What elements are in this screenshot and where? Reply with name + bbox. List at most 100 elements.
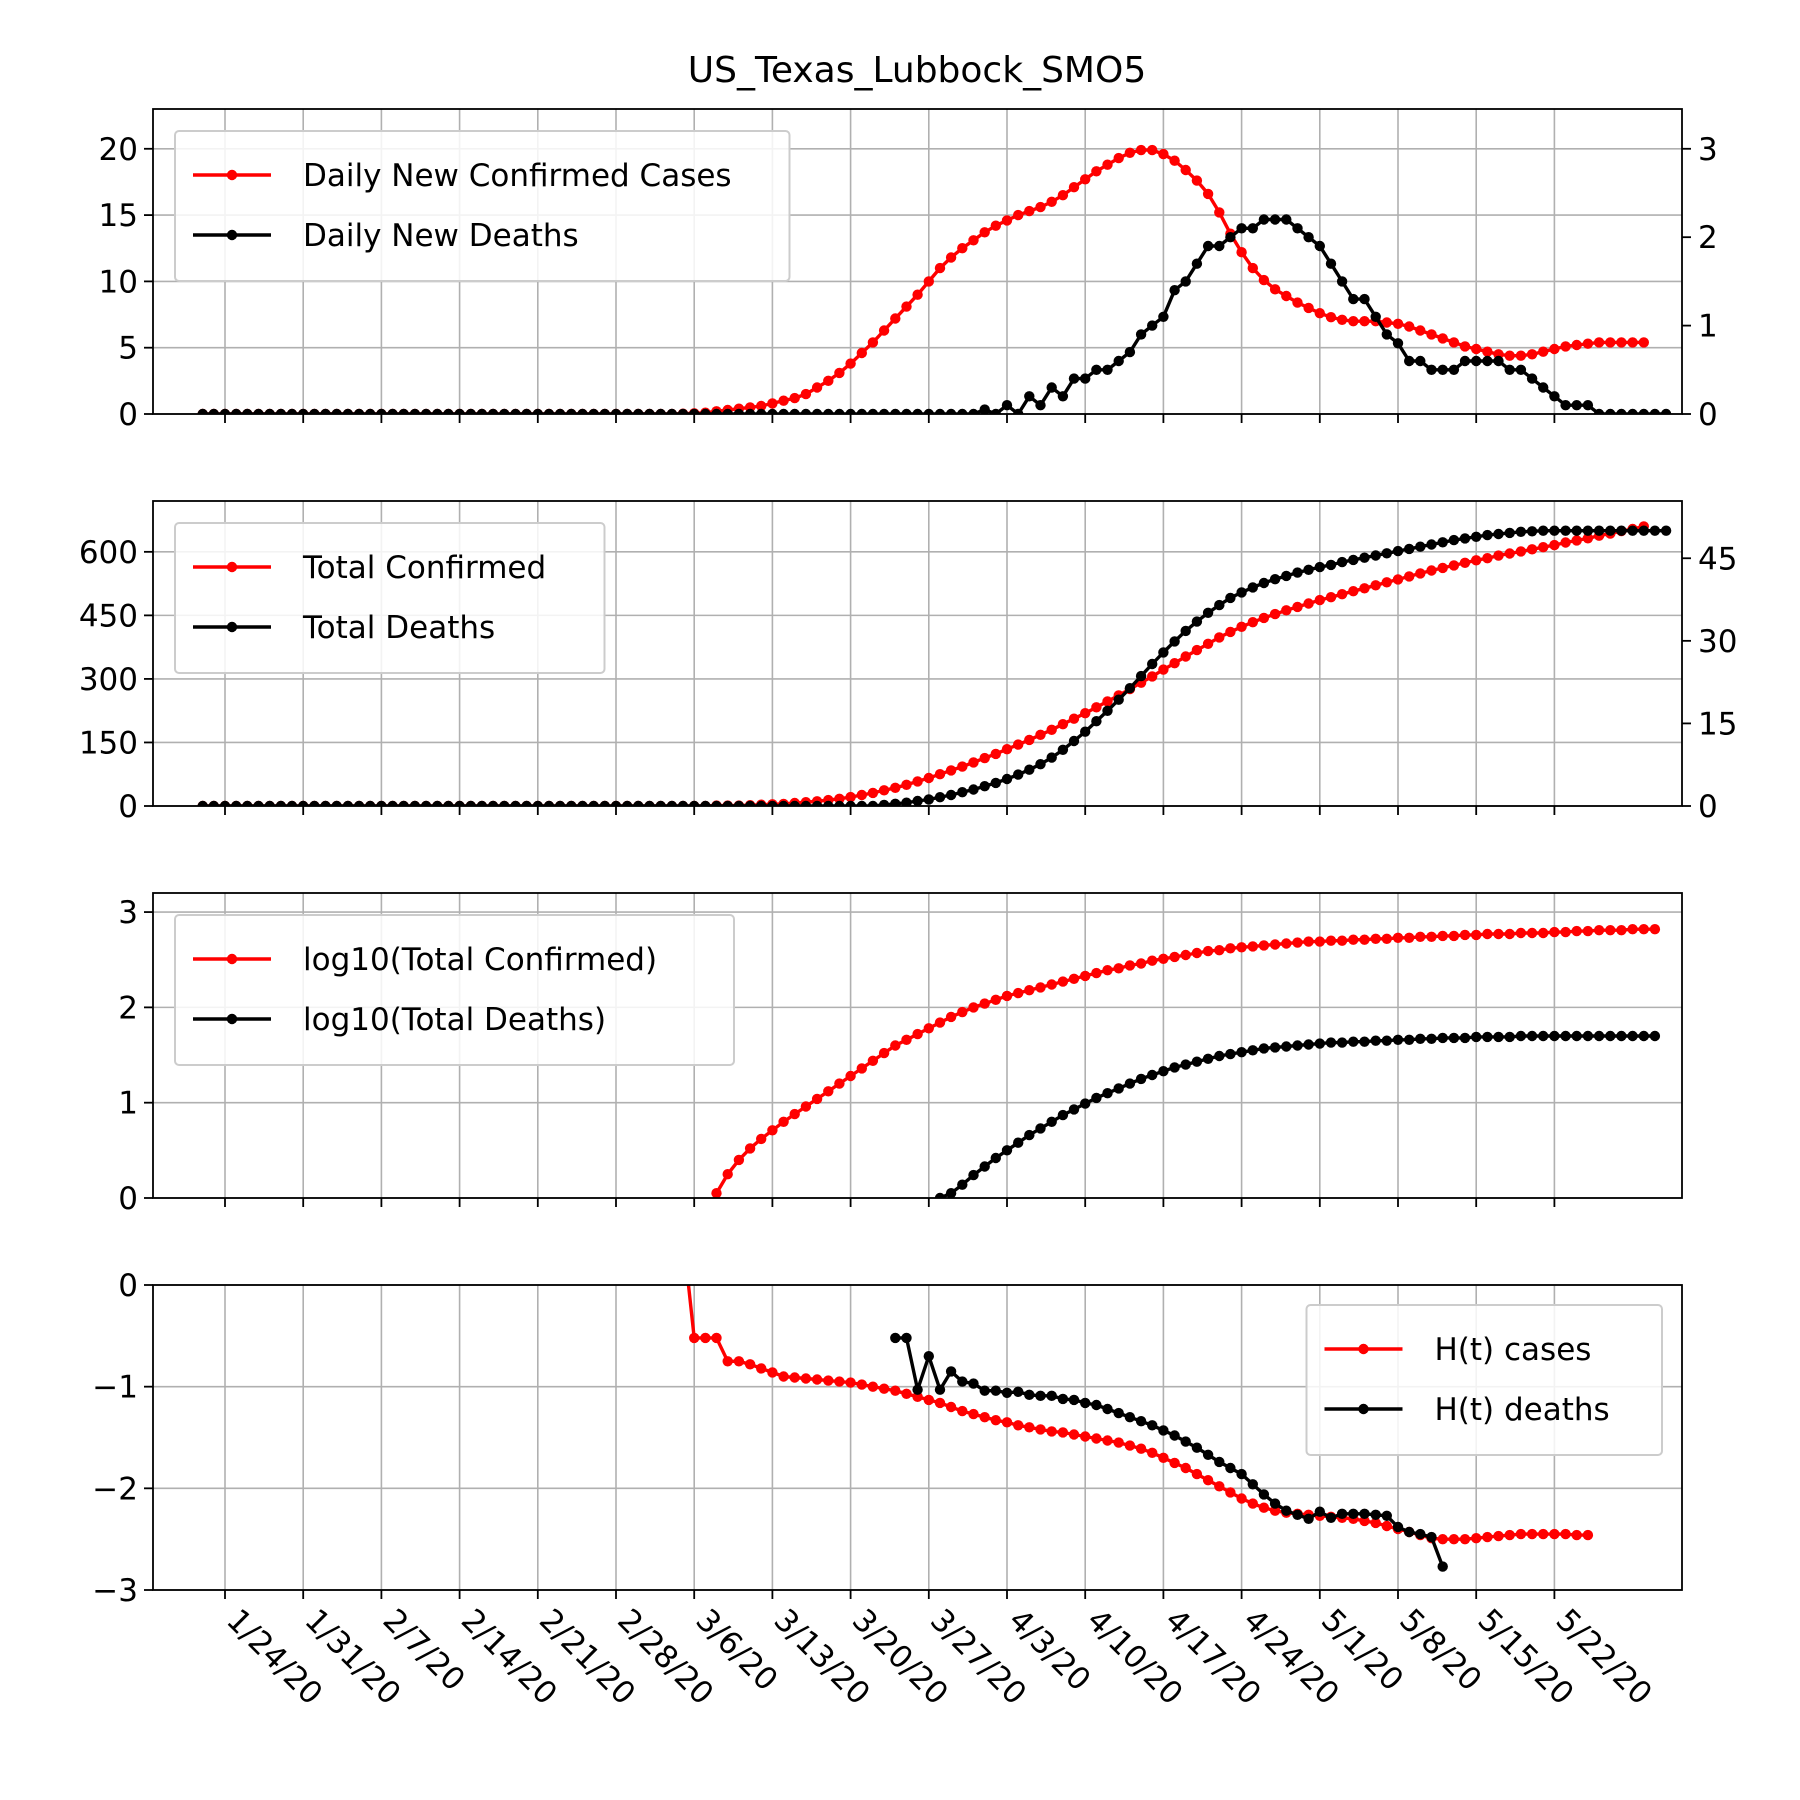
data-point: [1482, 928, 1493, 940]
data-point: [1091, 716, 1102, 727]
data-point: [1359, 1036, 1370, 1047]
data-point: [1158, 1452, 1169, 1464]
data-point: [923, 1351, 934, 1362]
data-point: [1482, 1531, 1493, 1543]
data-point: [1024, 764, 1035, 775]
data-point: [845, 358, 856, 369]
data-point: [253, 408, 264, 414]
data-point: [1303, 598, 1314, 609]
legend-box: [1305, 1304, 1663, 1456]
data-point: [990, 1415, 1001, 1426]
data-point: [789, 392, 800, 404]
data-point: [1247, 582, 1259, 593]
data-point: [945, 408, 957, 414]
data-point: [1091, 702, 1102, 713]
data-point: [1381, 933, 1393, 944]
data-point: [957, 1376, 968, 1387]
data-point: [633, 408, 644, 414]
data-point: [867, 800, 879, 806]
data-point: [1582, 400, 1594, 411]
data-point: [756, 1363, 767, 1374]
data-point: [298, 408, 309, 414]
data-point: [1258, 1502, 1270, 1513]
data-point: [1247, 223, 1259, 234]
data-point: [1560, 1030, 1571, 1042]
data-point: [1013, 739, 1024, 750]
data-point: [1281, 214, 1292, 225]
data-point: [1281, 938, 1292, 949]
data-point: [968, 1378, 979, 1389]
data-point: [1381, 329, 1393, 340]
data-point: [957, 1006, 968, 1018]
data-point: [990, 748, 1001, 760]
data-point: [1649, 408, 1661, 414]
y2-tick-label: 30: [1698, 624, 1737, 660]
data-point: [1426, 329, 1437, 340]
data-point: [1616, 925, 1627, 936]
data-point: [1214, 1050, 1225, 1062]
data-point: [1370, 933, 1381, 944]
data-point: [1348, 1508, 1359, 1520]
data-point: [1001, 1145, 1013, 1156]
data-point: [878, 785, 890, 796]
legend-box: [174, 522, 606, 674]
data-point: [1336, 1508, 1348, 1520]
data-point: [1269, 1498, 1281, 1509]
data-point: [1214, 632, 1225, 643]
data-point: [1068, 973, 1080, 984]
data-point: [990, 994, 1001, 1005]
data-point: [1638, 1030, 1650, 1042]
data-point: [1214, 599, 1225, 611]
data-point: [1068, 182, 1080, 193]
y-tick-label: −2: [92, 1471, 138, 1507]
legend-item: Total Confirmed: [193, 550, 546, 586]
data-point: [845, 408, 856, 414]
legend-swatch-marker: [226, 621, 238, 633]
data-point: [499, 408, 510, 414]
data-point: [599, 408, 610, 414]
data-point: [1649, 1030, 1661, 1042]
data-point: [1314, 936, 1326, 947]
data-point: [1013, 987, 1024, 999]
data-point: [979, 781, 990, 792]
data-point: [487, 800, 499, 806]
data-point: [532, 800, 543, 806]
data-point: [700, 1332, 711, 1344]
data-point: [968, 1169, 979, 1181]
data-point: [1370, 311, 1381, 322]
data-point: [1582, 1030, 1594, 1042]
data-point: [1560, 1528, 1571, 1540]
data-point: [655, 408, 666, 414]
data-point: [1538, 1030, 1549, 1042]
series-daily-1: [197, 214, 1672, 414]
data-point: [1202, 1475, 1214, 1486]
data-point: [1504, 364, 1515, 375]
data-point: [1102, 1088, 1113, 1099]
data-point: [1269, 284, 1281, 295]
data-point: [1325, 312, 1337, 323]
data-point: [1593, 408, 1605, 414]
data-point: [1024, 1129, 1035, 1141]
series-total-1: [197, 525, 1672, 806]
data-point: [1426, 539, 1437, 550]
data-point: [800, 1101, 812, 1112]
data-point: [1504, 1529, 1515, 1541]
data-point: [644, 800, 655, 806]
data-point: [1504, 527, 1515, 539]
data-point: [1526, 927, 1538, 939]
data-point: [1336, 314, 1348, 325]
axes-frame: [152, 108, 1683, 415]
data-point: [1415, 568, 1426, 579]
data-point: [677, 800, 689, 806]
y2-tick-label: 0: [1698, 789, 1718, 825]
data-point: [957, 787, 968, 798]
data-point: [677, 408, 689, 414]
data-point: [1180, 1059, 1191, 1070]
data-point: [1281, 290, 1292, 302]
series-group-hurst: [686, 1285, 1594, 1572]
legend-swatch-marker: [226, 561, 238, 573]
data-point: [1370, 1509, 1381, 1521]
data-point: [1504, 928, 1515, 940]
data-point: [778, 408, 789, 414]
